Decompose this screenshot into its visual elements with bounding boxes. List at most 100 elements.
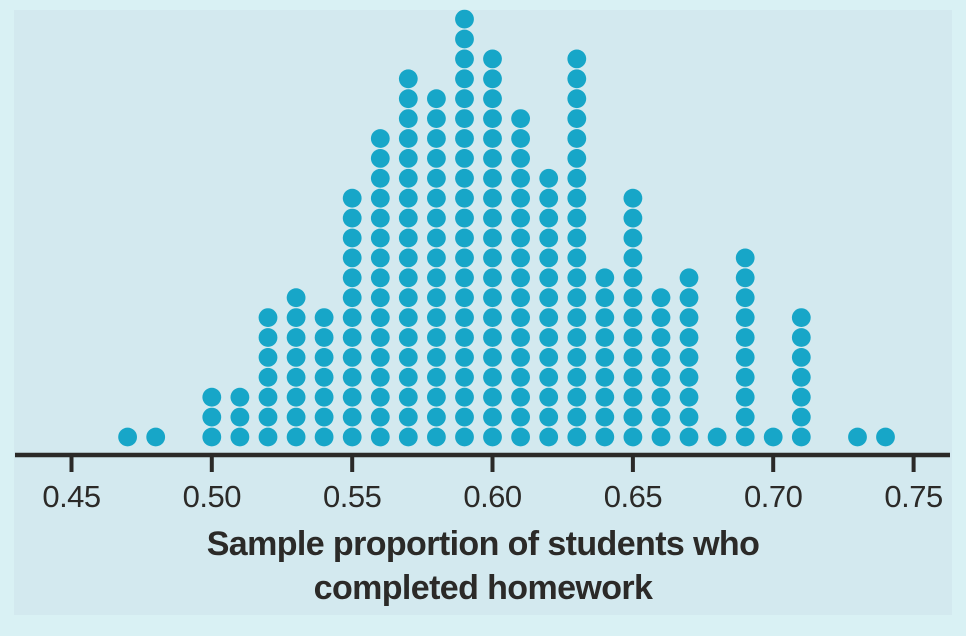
dot [455, 228, 474, 248]
dot [567, 367, 587, 387]
dot [735, 248, 755, 268]
dot [427, 367, 446, 387]
dot [483, 348, 502, 367]
dot [483, 367, 502, 387]
dot [623, 348, 643, 367]
dot [398, 168, 418, 188]
dot [511, 149, 530, 168]
dot [763, 427, 783, 447]
dot [539, 407, 559, 427]
dot [595, 387, 615, 407]
dot [567, 168, 587, 188]
dot [342, 427, 362, 447]
dot [623, 427, 643, 447]
dot [483, 168, 502, 188]
dot [370, 129, 390, 148]
dot [314, 407, 334, 427]
dot [511, 268, 530, 288]
dot [370, 407, 390, 427]
dot [567, 228, 587, 248]
dot [398, 268, 418, 288]
dot [455, 348, 474, 367]
dot [398, 407, 418, 427]
dot [483, 248, 502, 268]
dot [567, 248, 587, 268]
dot [314, 328, 334, 347]
dot [511, 188, 530, 208]
dot [511, 328, 530, 347]
dot [567, 268, 587, 288]
dot [455, 407, 474, 427]
dot [539, 188, 559, 208]
dot [398, 308, 418, 327]
dot [876, 427, 895, 447]
dot [258, 348, 278, 367]
dot [539, 168, 559, 188]
dot [623, 387, 643, 407]
dot [567, 109, 587, 128]
dot [791, 387, 811, 407]
dot [511, 129, 530, 148]
dot [679, 387, 699, 407]
dot [286, 328, 306, 347]
dot [539, 248, 559, 268]
dot [342, 308, 362, 327]
dot [567, 288, 587, 308]
dot [427, 427, 446, 447]
dot [427, 407, 446, 427]
dot [623, 248, 643, 268]
dot [342, 208, 362, 228]
dot [370, 149, 390, 168]
dot [483, 427, 502, 447]
dot [483, 288, 502, 308]
dot [455, 89, 474, 109]
dot [567, 89, 587, 109]
dot [679, 268, 699, 288]
dot [483, 69, 502, 89]
dot [370, 188, 390, 208]
dot [483, 308, 502, 327]
dot [539, 348, 559, 367]
dot [539, 288, 559, 308]
dot [511, 109, 530, 128]
dot [623, 188, 643, 208]
dot [455, 49, 474, 69]
dot [258, 427, 278, 447]
dot [455, 149, 474, 168]
dot [511, 367, 530, 387]
dot [483, 149, 502, 168]
dot [511, 228, 530, 248]
dot [595, 268, 615, 288]
dot [342, 367, 362, 387]
dot [370, 367, 390, 387]
dot [427, 268, 446, 288]
dot [455, 109, 474, 128]
dot [258, 387, 278, 407]
dot [539, 308, 559, 327]
dot [455, 248, 474, 268]
dot [370, 168, 390, 188]
dot [679, 308, 699, 327]
dot [735, 308, 755, 327]
dot [455, 288, 474, 308]
dot [314, 348, 334, 367]
dot [539, 328, 559, 347]
dot [735, 288, 755, 308]
dot [651, 387, 671, 407]
dot [623, 208, 643, 228]
dot [567, 49, 587, 69]
dot [567, 308, 587, 327]
dot [370, 427, 390, 447]
dot [314, 367, 334, 387]
dot [735, 427, 755, 447]
dot [623, 308, 643, 327]
dot [286, 407, 306, 427]
dot [679, 328, 699, 347]
dot [735, 268, 755, 288]
dot [651, 308, 671, 327]
dot [370, 328, 390, 347]
dot [286, 367, 306, 387]
dot [398, 129, 418, 148]
dot [567, 69, 587, 89]
